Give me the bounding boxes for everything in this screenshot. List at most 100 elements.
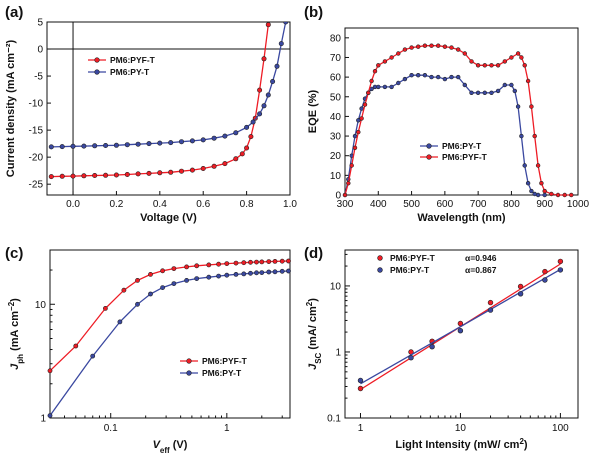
data-point: [200, 166, 206, 172]
legend-marker-d1: [377, 255, 383, 261]
data-point: [148, 291, 153, 297]
data-point: [160, 285, 165, 290]
data-point: [469, 90, 474, 96]
data-point: [189, 138, 195, 144]
data-point: [73, 343, 79, 349]
x-axis-label: Light Intensity (mW/ cm2): [395, 437, 528, 452]
data-point: [475, 90, 481, 96]
data-point: [124, 172, 130, 178]
x-tick-label: 1.0: [283, 199, 297, 210]
data-point: [103, 305, 108, 311]
data-point: [59, 173, 65, 179]
data-point: [482, 63, 487, 68]
data-point: [261, 103, 267, 109]
data-point: [535, 163, 541, 168]
data-point: [456, 74, 461, 80]
legend-label-a1: PM6:PYF-T: [110, 55, 156, 65]
data-point: [416, 72, 421, 78]
data-point: [216, 273, 221, 279]
legend-alpha-d1: α=0.946: [465, 253, 497, 263]
data-point: [135, 277, 140, 283]
data-point: [92, 143, 98, 149]
data-point: [457, 328, 464, 334]
data-point: [557, 267, 564, 273]
data-point: [429, 344, 435, 350]
data-point: [349, 163, 354, 168]
data-point: [442, 44, 448, 49]
data-point: [113, 172, 119, 178]
data-point: [409, 72, 414, 78]
data-point: [171, 266, 177, 271]
y-tick-label: 0.1: [327, 414, 341, 425]
data-point: [216, 261, 221, 267]
panel-label: (c): [5, 245, 23, 262]
data-point: [469, 59, 474, 64]
data-point: [148, 271, 153, 277]
y-tick-label: 30: [330, 132, 342, 143]
y-tick-label: 5: [37, 18, 43, 29]
data-point: [200, 137, 206, 143]
panel-label: (a): [5, 4, 23, 21]
fit-line-PM6:PY-T: [360, 268, 561, 385]
data-point: [515, 104, 521, 109]
data-point: [270, 79, 276, 85]
data-point: [146, 170, 152, 176]
data-point: [206, 262, 212, 268]
data-point: [369, 78, 374, 84]
data-point: [233, 271, 239, 277]
data-point: [515, 51, 521, 56]
data-point: [266, 259, 272, 264]
data-point: [233, 130, 239, 136]
data-point: [402, 47, 408, 52]
data-point: [171, 281, 177, 286]
x-tick-label: 0.6: [196, 199, 210, 210]
x-tick-label: 1: [224, 423, 230, 434]
data-point: [382, 84, 388, 90]
data-point: [429, 74, 434, 80]
data-point: [47, 368, 53, 374]
data-point: [265, 22, 271, 28]
data-point: [274, 63, 280, 69]
data-point: [168, 140, 174, 146]
data-point: [462, 51, 467, 56]
plot-frame-a: [46, 21, 291, 196]
data-point: [359, 116, 364, 121]
data-point: [396, 80, 401, 86]
y-tick-label: 20: [330, 151, 342, 162]
plot-frame-b: [344, 27, 579, 196]
data-point: [70, 143, 76, 149]
x-tick-label: 0.1: [104, 423, 118, 434]
data-point: [352, 145, 358, 151]
data-point: [342, 192, 348, 198]
series-line-PM6:PYF-T: [49, 260, 289, 372]
data-point: [408, 355, 414, 361]
data-point: [535, 192, 541, 198]
data-point: [257, 111, 263, 117]
data-point: [160, 268, 165, 274]
y-axis-label: Jph (mA cm−2): [7, 298, 25, 370]
data-point: [266, 269, 272, 275]
legend-label-d2: PM6:PY-T: [390, 265, 430, 275]
x-axis-label: Wavelength (nm): [417, 212, 506, 224]
data-point: [248, 259, 253, 265]
x-tick-label: 900: [536, 199, 553, 210]
legend-alpha-d2: α=0.867: [465, 265, 497, 275]
data-point: [184, 264, 189, 270]
data-point: [244, 124, 250, 130]
data-point: [487, 307, 494, 313]
series-line-PM6:PYF-T: [344, 45, 572, 196]
series-line-PM6:PY-T: [344, 74, 545, 196]
data-point: [184, 277, 189, 283]
legend-label-c1: PM6:PYF-T: [202, 356, 248, 366]
data-point: [495, 88, 501, 94]
data-point: [422, 43, 428, 48]
data-point: [376, 63, 381, 68]
data-point: [519, 55, 524, 60]
data-point: [222, 133, 228, 139]
data-point: [442, 76, 448, 82]
data-point: [362, 102, 368, 107]
data-point: [529, 188, 534, 194]
y-tick-label: 50: [330, 92, 342, 103]
data-point: [81, 143, 87, 149]
